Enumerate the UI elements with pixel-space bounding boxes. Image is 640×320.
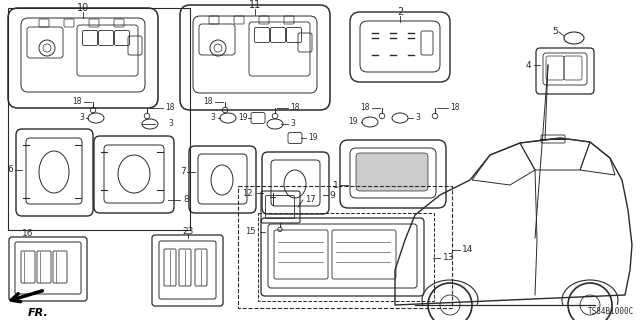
Text: 3: 3 bbox=[415, 114, 420, 123]
Text: 7: 7 bbox=[180, 167, 186, 177]
Text: 18: 18 bbox=[72, 98, 82, 107]
Text: 23: 23 bbox=[182, 228, 194, 236]
Text: 17: 17 bbox=[305, 196, 316, 204]
Text: 14: 14 bbox=[462, 245, 474, 254]
Text: 5: 5 bbox=[552, 28, 558, 36]
Text: 18: 18 bbox=[165, 103, 175, 113]
Text: 3: 3 bbox=[290, 119, 295, 129]
Text: 12: 12 bbox=[243, 188, 253, 197]
Text: 16: 16 bbox=[22, 229, 34, 238]
Text: 3: 3 bbox=[79, 114, 84, 123]
Text: 11: 11 bbox=[249, 0, 261, 10]
Text: 3: 3 bbox=[210, 114, 215, 123]
Text: 10: 10 bbox=[77, 3, 89, 13]
Text: FR.: FR. bbox=[28, 308, 49, 318]
Text: 13: 13 bbox=[443, 253, 454, 262]
Text: 6: 6 bbox=[7, 165, 13, 174]
Text: 18: 18 bbox=[204, 98, 213, 107]
Text: 2: 2 bbox=[397, 7, 403, 17]
Text: 4: 4 bbox=[525, 60, 531, 69]
Text: 15: 15 bbox=[246, 228, 256, 236]
Text: 18: 18 bbox=[450, 103, 460, 113]
Text: 18: 18 bbox=[290, 103, 300, 113]
Text: 1: 1 bbox=[333, 180, 339, 189]
Text: 18: 18 bbox=[360, 103, 370, 113]
Text: TS84B1000C: TS84B1000C bbox=[588, 307, 634, 316]
Text: 9: 9 bbox=[329, 190, 335, 199]
FancyBboxPatch shape bbox=[356, 153, 428, 191]
Text: 19: 19 bbox=[238, 114, 248, 123]
Text: 19: 19 bbox=[348, 117, 358, 126]
Text: 3: 3 bbox=[168, 119, 173, 129]
Text: 8: 8 bbox=[183, 196, 189, 204]
Text: 19: 19 bbox=[308, 133, 317, 142]
